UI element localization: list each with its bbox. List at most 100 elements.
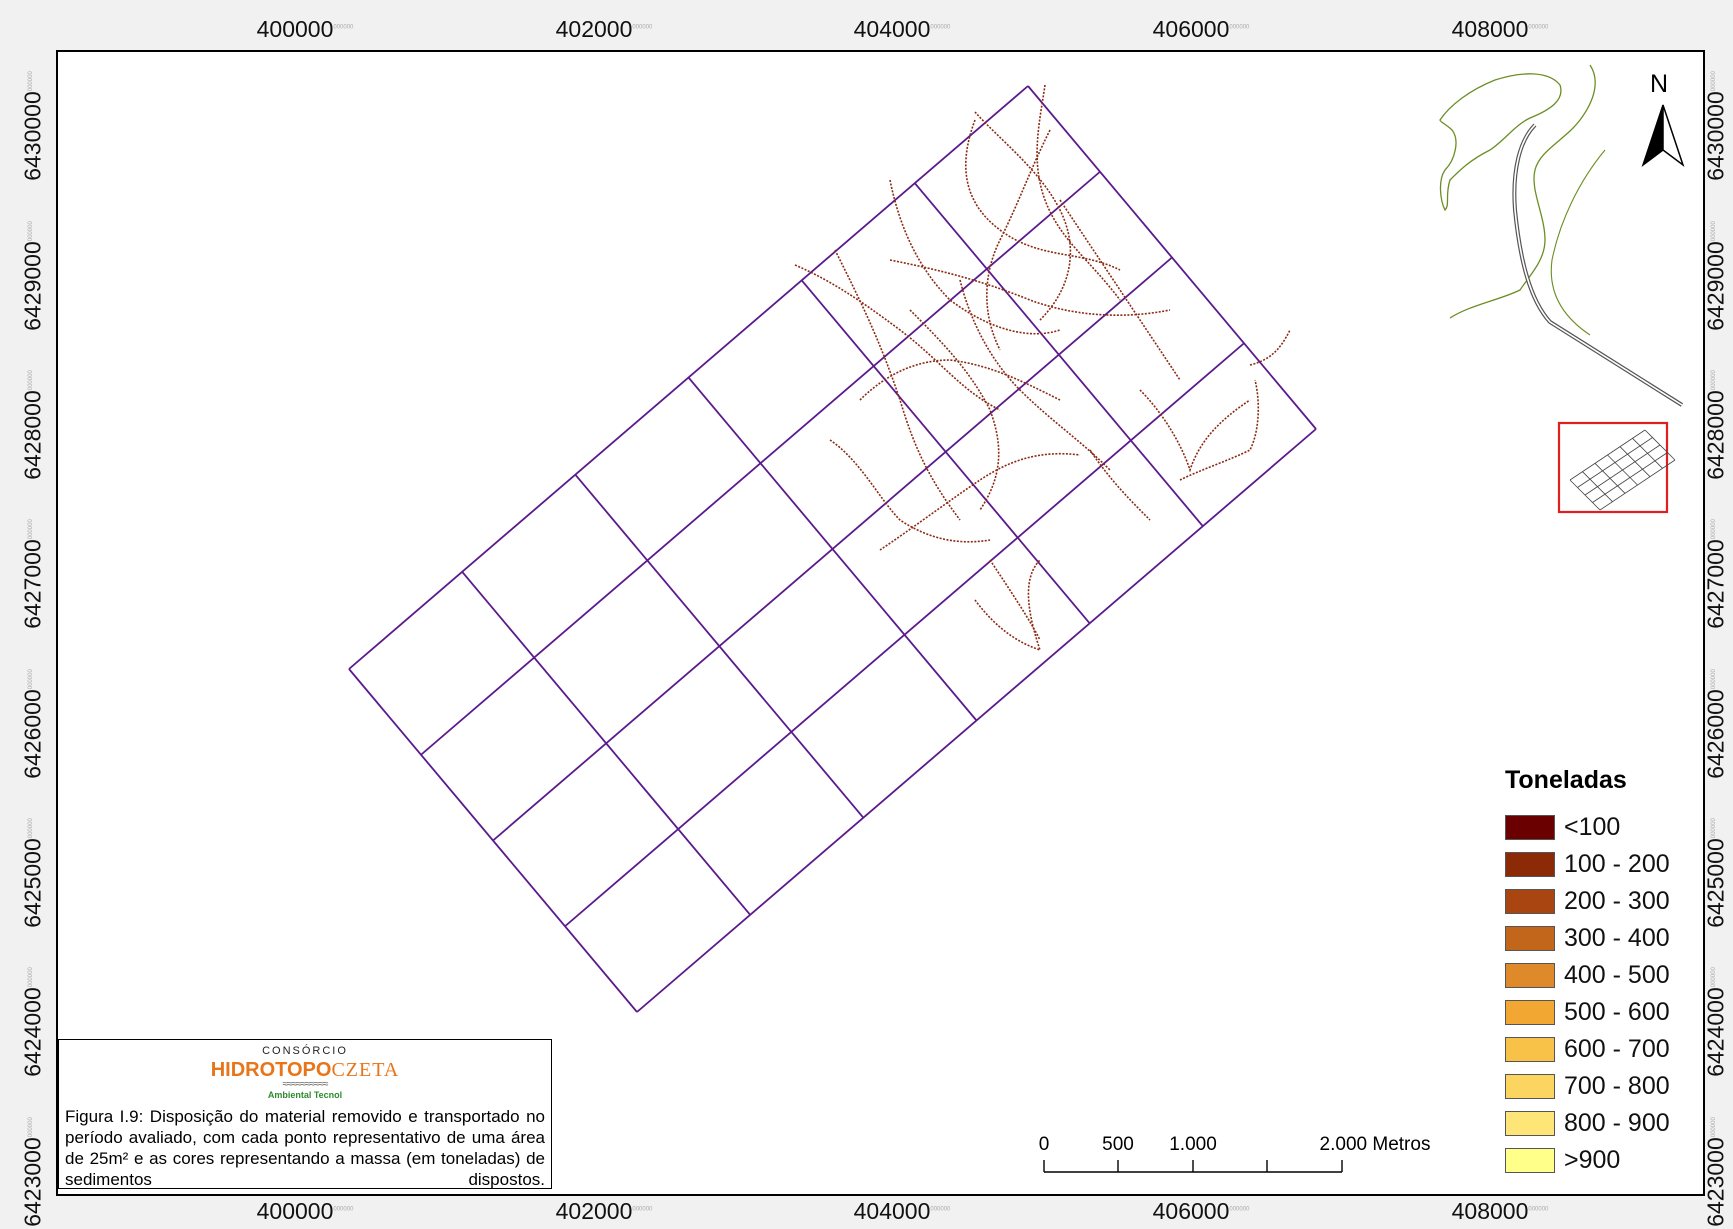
legend-item: 800 - 900 [1505, 1105, 1705, 1142]
inset-coastline [1449, 64, 1596, 319]
map-frame [56, 50, 1705, 1196]
inset-channel [1512, 123, 1684, 407]
dredge-track [909, 309, 1000, 511]
tick-suffix: 000000 [333, 24, 354, 31]
tick-suffix: 000000 [632, 1206, 653, 1213]
dredge-track [1059, 199, 1181, 381]
legend-swatch [1505, 926, 1555, 951]
logo-main: HIDROTOPOCZETA [65, 1060, 545, 1080]
legend-swatch [1505, 1000, 1555, 1025]
legend-swatch [1505, 852, 1555, 877]
legend-item: 300 - 400 [1505, 920, 1705, 957]
legend-rows: <100 100 - 200 200 - 300 300 - 400 400 - 500… [1505, 809, 1705, 1179]
logo-left-text: HIDROTOPO [210, 1059, 332, 1081]
x-tick-bottom: 402000000000 [555, 1198, 653, 1224]
figure-caption: Figura I.9: Disposição do material remov… [65, 1107, 545, 1189]
tick-suffix: 000000 [632, 24, 653, 31]
legend-label: 600 - 700 [1564, 1035, 1670, 1063]
dredge-track [1179, 379, 1260, 481]
legend-item: 200 - 300 [1505, 883, 1705, 920]
legend-label: 300 - 400 [1564, 924, 1670, 952]
dredge-track [889, 259, 1171, 316]
scale-label: 1.000 [1169, 1134, 1217, 1155]
legend-swatch [1505, 1074, 1555, 1099]
legend-swatch [1505, 815, 1555, 840]
dredge-track [794, 264, 1001, 411]
legend-label: 500 - 600 [1564, 998, 1670, 1026]
logo-right-text: CZETA [331, 1059, 400, 1081]
scale-label: 2.000 Metros [1319, 1134, 1431, 1155]
legend-label: 100 - 200 [1564, 850, 1670, 878]
disposal-grid [348, 85, 1317, 1013]
dredge-track [834, 249, 961, 521]
legend-swatch [1505, 1111, 1555, 1136]
legend-item: 600 - 700 [1505, 1031, 1705, 1068]
x-tick-bottom: 408000000000 [1451, 1198, 1549, 1224]
x-tick-bottom: 400000000000 [256, 1198, 354, 1224]
legend-label: 400 - 500 [1564, 961, 1670, 989]
grid-line [348, 85, 1029, 670]
scale-bar: 0 500 1.000 2.000 Metros [1030, 1134, 1450, 1184]
legend: Toneladas <100 100 - 200 200 - 300 300 - 40… [1505, 766, 1705, 1179]
legend-label: >900 [1564, 1146, 1621, 1174]
legend-label: 200 - 300 [1564, 887, 1670, 915]
dredge-track [1249, 329, 1291, 366]
legend-swatch [1505, 1148, 1555, 1173]
dredge-track [829, 439, 991, 543]
inset-location-box [1557, 421, 1669, 514]
tick-suffix: 000000 [930, 24, 951, 31]
legend-item: 500 - 600 [1505, 994, 1705, 1031]
dredge-track [879, 452, 1081, 551]
inset-grid-line [1577, 437, 1653, 488]
grid-line [636, 428, 1317, 1013]
dredge-track [1089, 449, 1151, 521]
inset-grid-line [1569, 429, 1646, 481]
dredge-track [989, 559, 1041, 641]
legend-item: <100 [1505, 809, 1705, 846]
inset-channel [1513, 124, 1683, 406]
grid-line [564, 342, 1245, 927]
dredge-track [959, 279, 1111, 471]
grid-line [492, 256, 1173, 842]
x-tick-top: 404000000000 [853, 16, 951, 42]
scale-label: 0 [1038, 1134, 1050, 1155]
caption-box: CONSÓRCIO HIDROTOPOCZETA ≈≈≈≈≈≈≈≈≈≈ Ambi… [58, 1039, 552, 1189]
legend-title: Toneladas [1505, 766, 1627, 794]
dredge-track [1036, 84, 1121, 301]
x-tick-top: 406000000000 [1152, 16, 1250, 42]
legend-item: 400 - 500 [1505, 957, 1705, 994]
x-tick-bottom: 404000000000 [853, 1198, 951, 1224]
legend-swatch [1505, 889, 1555, 914]
dredge-track [974, 111, 1072, 321]
tick-suffix: 000000 [930, 1206, 951, 1213]
x-tick-top: 402000000000 [555, 16, 653, 42]
tick-suffix: 000000 [1229, 1206, 1250, 1213]
scale-bar-graphic [1043, 1160, 1343, 1173]
dredge-track [974, 559, 1042, 652]
logo-waves-icon: ≈≈≈≈≈≈≈≈≈≈ [282, 1079, 329, 1090]
inset-coastline [1550, 149, 1606, 336]
inset-coastline [1439, 73, 1562, 212]
legend-label: <100 [1564, 813, 1621, 841]
tick-suffix: 000000 [1229, 24, 1250, 31]
grid-line [420, 171, 1101, 756]
tick-suffix: 000000 [1528, 24, 1549, 31]
dredge-track [965, 119, 1121, 271]
scale-label: 500 [1102, 1134, 1134, 1155]
logo-top-text: CONSÓRCIO [262, 1045, 348, 1057]
x-tick-bottom: 406000000000 [1152, 1198, 1250, 1224]
legend-item: >900 [1505, 1142, 1705, 1179]
x-tick-top: 408000000000 [1451, 16, 1549, 42]
tick-suffix: 000000 [333, 1206, 354, 1213]
legend-label: 700 - 800 [1564, 1072, 1670, 1100]
x-tick-top: 400000000000 [256, 16, 354, 42]
legend-label: 800 - 900 [1564, 1109, 1670, 1137]
inset-grid-line [1599, 459, 1676, 511]
logo-sub-text: Ambiental Tecnol [267, 1090, 343, 1100]
inset-grid [1569, 429, 1676, 511]
dredge-track [1139, 389, 1251, 473]
inset-locator-map [1439, 64, 1684, 514]
legend-swatch [1505, 1037, 1555, 1062]
legend-item: 700 - 800 [1505, 1068, 1705, 1105]
